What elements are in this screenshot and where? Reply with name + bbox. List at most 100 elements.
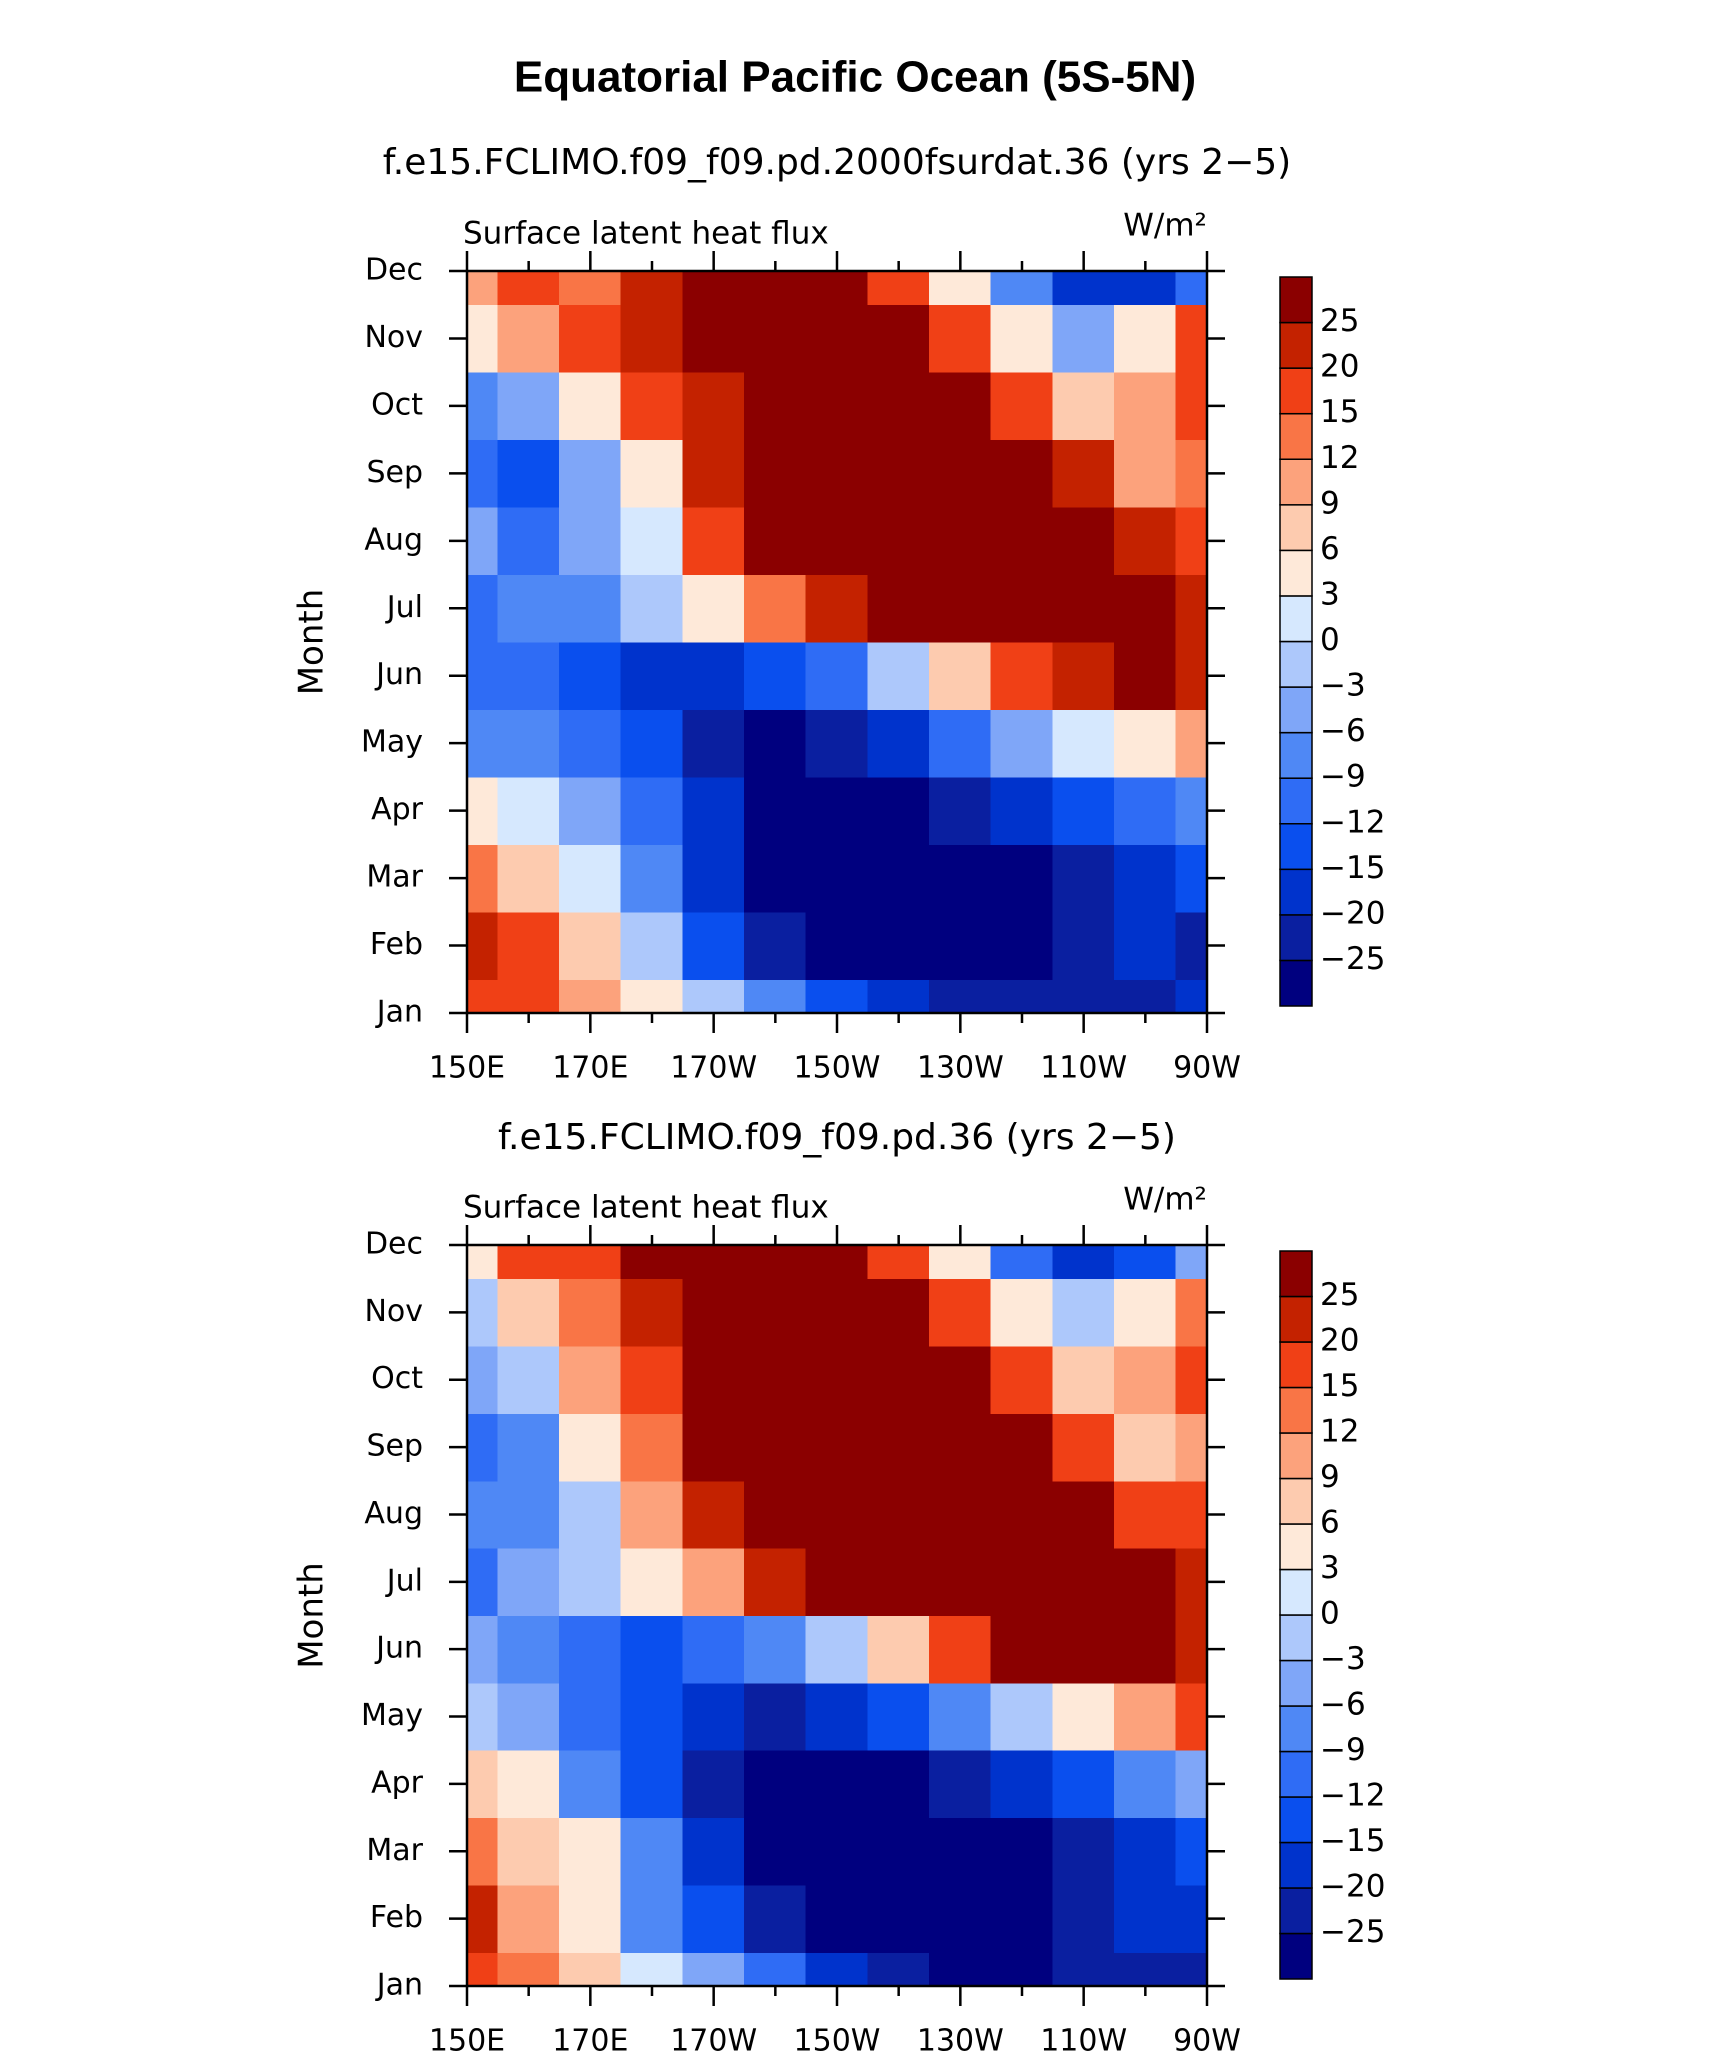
cell <box>559 978 622 1014</box>
cell <box>929 439 992 508</box>
cell <box>466 1884 499 1953</box>
colorbar-label: −9 <box>1320 759 1366 795</box>
cell <box>744 304 807 373</box>
colorbar-label: 20 <box>1320 1323 1359 1359</box>
cell <box>1114 1412 1177 1482</box>
colorbar-label: 3 <box>1320 576 1340 612</box>
cell <box>620 843 684 913</box>
y-tick-label: Feb <box>370 1900 423 1935</box>
cell <box>1114 574 1177 643</box>
cell <box>466 1480 499 1549</box>
cell <box>990 1480 1054 1549</box>
x-tick-label: 90W <box>1173 1051 1241 1086</box>
colorbar-label: 12 <box>1320 1414 1359 1450</box>
cell <box>867 1244 930 1280</box>
cell <box>1052 1480 1116 1549</box>
cell <box>497 1615 561 1684</box>
cell <box>1175 506 1208 576</box>
cell <box>466 371 499 441</box>
cell <box>867 270 930 306</box>
cell <box>744 1817 807 1886</box>
colorbar-label: −9 <box>1320 1732 1366 1768</box>
y-tick-label: Dec <box>365 253 423 288</box>
cell <box>1175 1817 1208 1886</box>
cell <box>559 270 622 306</box>
cell <box>1052 1615 1116 1684</box>
cell <box>805 1345 869 1414</box>
colorbar-label: −20 <box>1320 1869 1385 1905</box>
colorbar-box <box>1279 367 1313 415</box>
x-tick-label: 170W <box>670 2024 757 2059</box>
cell <box>805 978 869 1014</box>
cell <box>744 506 807 576</box>
cell <box>466 1615 499 1684</box>
cell <box>466 911 499 980</box>
cell <box>1114 1244 1177 1280</box>
cell <box>867 439 930 508</box>
cell <box>867 843 930 913</box>
colorbar-label: −12 <box>1320 1778 1385 1814</box>
colorbar-box <box>1279 549 1313 597</box>
cell <box>805 1547 869 1616</box>
cell <box>1114 1951 1177 1987</box>
cell <box>1114 843 1177 913</box>
cell <box>620 1615 684 1684</box>
cell <box>1052 1547 1116 1616</box>
cell <box>744 641 807 710</box>
colorbar-box <box>1279 731 1313 779</box>
cell <box>1114 1884 1177 1953</box>
cell <box>466 708 499 778</box>
cell <box>929 1547 992 1616</box>
cell <box>559 1951 622 1987</box>
cell <box>620 1278 684 1347</box>
cell <box>1175 1547 1208 1616</box>
cell <box>990 1951 1054 1987</box>
cell <box>497 1244 561 1280</box>
y-tick-label: Apr <box>371 792 424 827</box>
cell <box>497 776 561 845</box>
cell <box>497 506 561 576</box>
y-tick-label: Oct <box>371 387 423 422</box>
colorbar-box <box>1279 1523 1313 1571</box>
cell <box>744 439 807 508</box>
cell <box>620 371 684 441</box>
cell <box>990 911 1054 980</box>
cell <box>682 1244 745 1280</box>
cell <box>929 270 992 306</box>
y-axis-label: Month <box>292 589 332 696</box>
cell <box>559 574 622 643</box>
cell <box>620 1951 684 1987</box>
cell <box>682 574 745 643</box>
subtitle: f.e15.FCLIMO.f09_f09.pd.2000fsurdat.36 (… <box>383 142 1291 183</box>
colorbar-label: −3 <box>1320 1641 1366 1677</box>
y-tick-label: Mar <box>366 860 423 895</box>
cell <box>1175 1951 1208 1987</box>
cell <box>990 371 1054 441</box>
cell <box>559 1817 622 1886</box>
cell <box>929 1345 992 1414</box>
cell <box>620 1682 684 1751</box>
cell <box>805 1682 869 1751</box>
cell <box>620 776 684 845</box>
y-tick-label: Sep <box>366 1429 423 1464</box>
colorbar-box <box>1279 1750 1313 1798</box>
cell <box>497 371 561 441</box>
cell <box>929 1244 992 1280</box>
cell <box>867 1615 930 1684</box>
cell <box>929 1615 992 1684</box>
cell <box>466 843 499 913</box>
cell <box>620 439 684 508</box>
cell <box>990 978 1054 1014</box>
cell <box>559 776 622 845</box>
cell <box>805 1412 869 1482</box>
cell <box>805 506 869 576</box>
y-tick-label: Aug <box>364 522 423 557</box>
cell <box>929 1278 992 1347</box>
units-label: W/m² <box>1123 1182 1207 1218</box>
cell <box>1114 371 1177 441</box>
cell <box>805 843 869 913</box>
cell <box>466 1749 499 1819</box>
cell <box>682 911 745 980</box>
cell <box>744 843 807 913</box>
colorbar-label: −12 <box>1320 804 1385 840</box>
